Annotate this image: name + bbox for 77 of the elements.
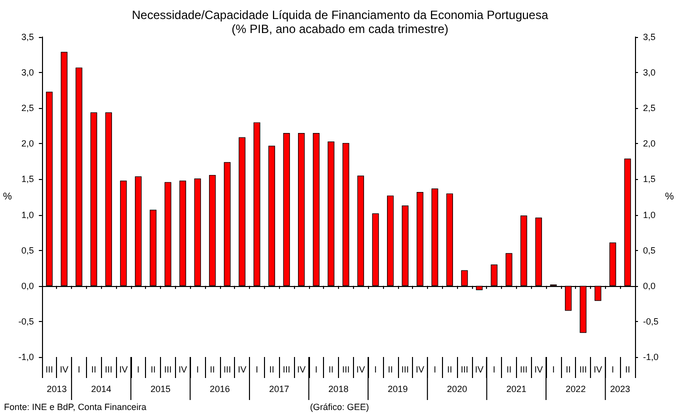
y2-tick-label: 0,0 [643,280,656,291]
x-tick-label: I [434,364,436,374]
y-tick-label: -0,5 [18,316,34,326]
x-tick-label: III [520,364,528,374]
x-tick-label: I [492,364,496,374]
y2-tick-label: 2,5 [643,103,656,114]
x-tick-label: I [196,364,199,374]
x-tick-label: II [447,364,452,374]
x-tick-label: IV [178,364,188,374]
y-axis-title: % [2,192,12,202]
x-tick-label: II [210,364,215,374]
x-tick-label: III [342,364,350,374]
x-tick-label: III [164,364,172,374]
text: 2019 [388,384,408,394]
y-tick-label: 0,0 [21,280,34,291]
text: 2017 [269,384,290,394]
x-tick-label: III [46,364,54,374]
text: 2013 [46,384,67,394]
x-tick-label: I [256,364,258,374]
y-tick-label: 2,5 [21,103,34,114]
x-tick-label: II [566,364,571,374]
x-tick-label: III [104,364,112,374]
y2-tick-label: 1,0 [643,210,656,220]
x-tick-label: I [374,364,377,374]
x-tick-label: II [388,364,393,374]
x-tick-label: II [328,364,334,374]
x-tick-label: II [150,364,156,374]
text: 2021 [506,384,526,394]
y2-tick-label: 3,0 [643,68,656,78]
source-note: Fonte: INE e BdP, Conta Financeira [4,402,146,412]
x-tick-label: IV [119,364,128,374]
x-tick-label: I [314,364,318,374]
y2-tick-label: -1,0 [643,352,659,362]
chart-title: Necessidade/Capacidade Líquida de Financiamento da Economia Portuguesa [132,8,548,22]
x-tick-label: IV [594,364,602,374]
y2-tick-label: 0,5 [643,245,656,256]
x-tick-label: IV [297,364,306,374]
text: 2018 [328,384,348,394]
text: 2015 [150,384,171,394]
y-tick-label: 1,0 [21,210,34,220]
x-tick-label: I [552,364,555,374]
text: 2014 [91,384,112,394]
y2-tick-label: -0,5 [643,316,659,326]
x-tick-label: IV [416,364,424,374]
x-tick-label: II [625,364,630,374]
chart-subtitle: (% PIB, ano acabado em cada trimestre) [232,22,448,36]
y-tick-label: -1,0 [18,352,34,362]
x-tick-label: IV [356,364,365,374]
x-tick-label: IV [475,364,484,374]
x-tick-label: III [223,364,231,374]
x-tick-label: I [137,364,140,374]
x-tick-label: I [78,364,80,374]
x-tick-label: III [282,364,290,374]
x-tick-label: II [91,364,96,374]
x-tick-label: I [612,364,614,374]
x-tick-label: II [506,364,512,374]
x-tick-label: III [579,364,587,374]
text: (Gráfico: GEE) [310,402,370,412]
y-tick-label: 2,0 [21,138,34,149]
y2-tick-label: 2,0 [643,138,656,149]
y2-tick-label: 3,5 [643,32,656,42]
y-tick-label: 0,5 [21,245,34,256]
text: 2022 [566,384,586,394]
x-tick-label: III [401,364,409,374]
x-tick-label: IV [60,364,68,374]
text: 2023 [610,384,630,394]
x-tick-label: II [269,364,274,374]
y-tick-label: 3,0 [21,68,34,78]
text: 2016 [210,384,230,394]
x-tick-label: IV [534,364,543,374]
y2-axis-title: % [665,192,674,202]
y2-tick-label: 1,5 [643,174,656,184]
y-tick-label: 1,5 [21,174,34,184]
x-tick-label: IV [238,364,246,374]
y-tick-label: 3,5 [21,32,34,42]
text: 2020 [447,384,468,394]
x-tick-label: III [460,364,468,374]
